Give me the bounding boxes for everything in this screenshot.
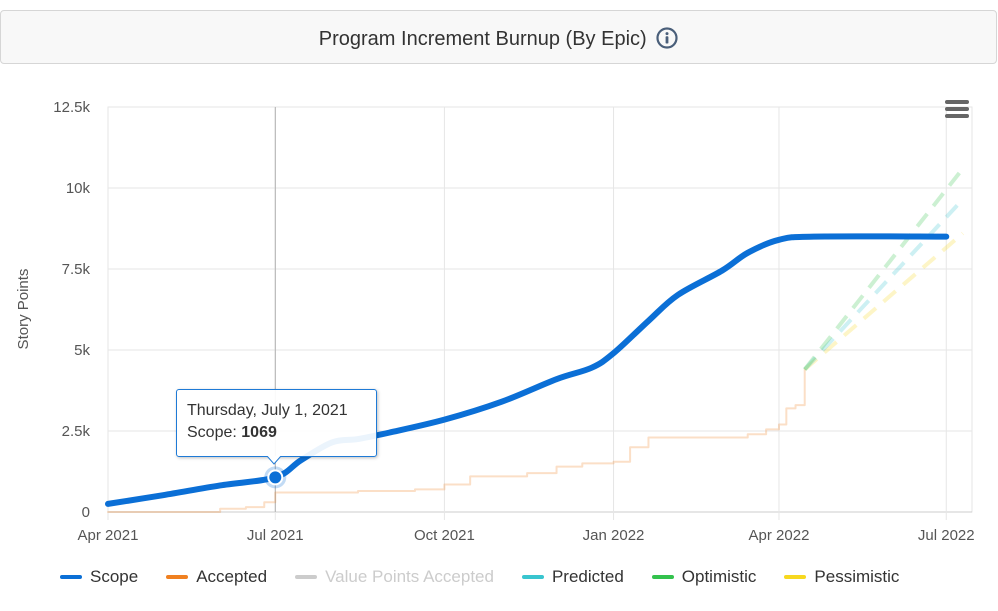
legend-swatch [521,575,544,579]
y-tick-label: 2.5k [62,423,91,440]
y-tick-label: 0 [82,504,90,521]
y-tick-label: 10k [66,180,91,197]
chart-menu-button[interactable] [945,100,969,118]
legend-item-scope[interactable]: Scope [60,567,138,587]
tooltip-value-row: Scope: 1069 [187,424,277,441]
series-layer [105,167,965,513]
legend-label: Accepted [196,567,268,586]
chart-header: Program Increment Burnup (By Epic) [0,10,997,64]
series-scope-line[interactable] [105,233,950,507]
series-optimistic-line[interactable] [803,167,965,371]
legend-swatch [651,575,674,579]
legend-item-pessimistic[interactable]: Pessimistic [784,567,899,587]
legend-label: Value Points Accepted [325,567,494,586]
data-tooltip: Thursday, July 1, 2021 Scope: 1069 [176,389,377,457]
legend-item-predicted[interactable]: Predicted [521,567,624,587]
legend-item-accepted[interactable]: Accepted [166,567,267,587]
legend-label: Scope [90,567,139,586]
legend-swatch [166,575,189,579]
highlight-point[interactable] [267,469,284,486]
series-accepted-line[interactable] [107,368,806,513]
x-tick-label: Apr 2021 [78,527,139,544]
tooltip-value: 1069 [241,424,277,441]
legend-item-optimistic[interactable]: Optimistic [651,567,757,587]
tooltip-date: Thursday, July 1, 2021 [187,402,348,419]
chart-title-row: Program Increment Burnup (By Epic) [1,27,996,51]
tooltip-arrow [267,456,281,465]
legend-swatch [60,575,82,579]
x-tick-label: Apr 2022 [749,527,810,544]
y-tick-label: 12.5k [53,99,90,116]
info-icon[interactable] [656,27,678,49]
x-tick-label: Oct 2021 [414,527,475,544]
series-pessimistic-line[interactable] [803,231,965,371]
legend-label: Pessimistic [814,567,900,586]
legend-label: Predicted [551,567,624,586]
legend-item-value-points-accepted[interactable]: Value Points Accepted [295,567,494,587]
legend-swatch [784,575,807,579]
burnup-chart: 0 2.5k 5k 7.5k 10k 12.5k Apr 2021 Jul 2021 Oct 2… [15,99,975,544]
legend-label: Optimistic [681,567,757,586]
chart-legend: Scope Accepted Value Points Accepted Predic… [60,565,927,589]
chart-title: Program Increment Burnup (By Epic) [318,28,647,50]
legend-swatch [295,575,318,579]
x-tick-label: Jul 2021 [247,527,304,544]
axis-labels: 0 2.5k 5k 7.5k 10k 12.5k Apr 2021 Jul 2021 Oct 2… [53,99,974,544]
chart-grid [107,106,973,520]
y-tick-label: 7.5k [62,261,91,278]
y-axis-label: Story Points [15,269,32,350]
tooltip-series-label: Scope [187,424,233,441]
x-tick-label: Jul 2022 [918,527,975,544]
y-tick-label: 5k [74,342,90,359]
x-tick-label: Jan 2022 [583,527,645,544]
series-predicted-line[interactable] [803,197,965,371]
